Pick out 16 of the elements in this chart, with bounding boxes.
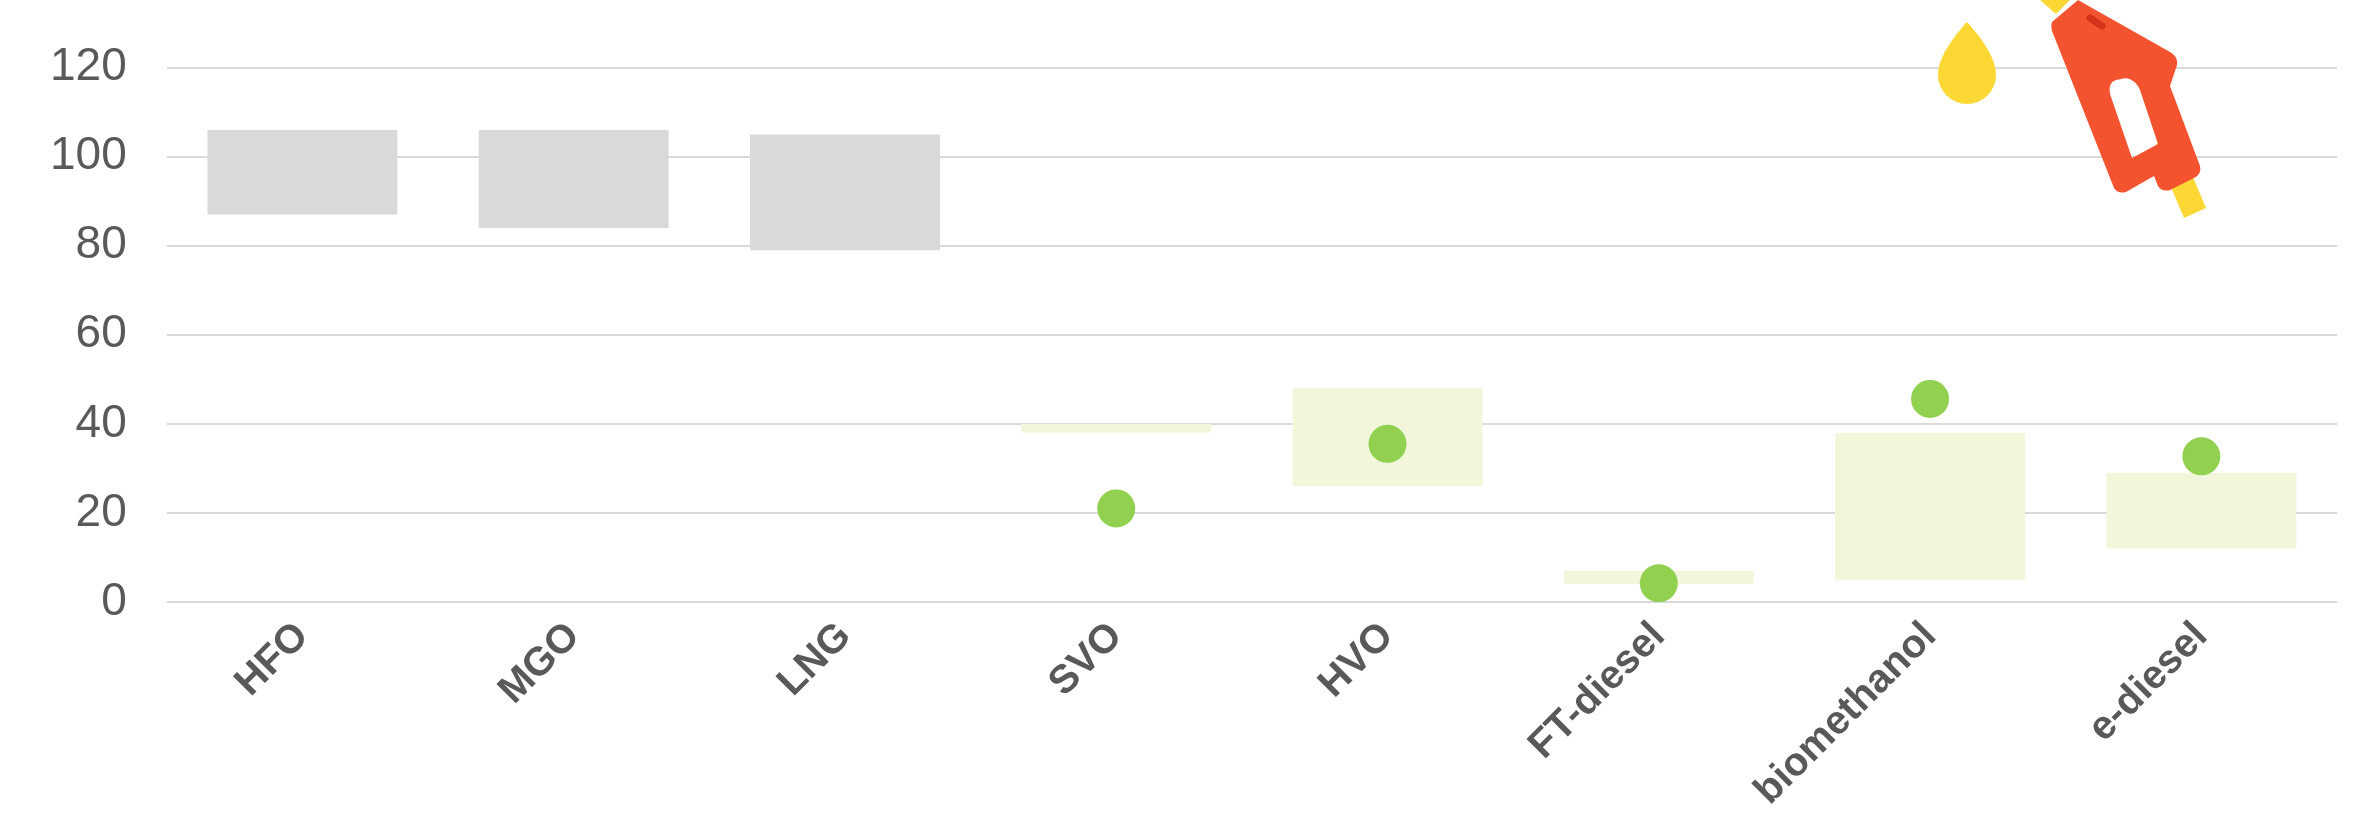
- bar: [1021, 423, 1212, 433]
- point: [2182, 437, 2221, 476]
- point: [1911, 379, 1950, 418]
- y-tick-label: 60: [75, 305, 127, 358]
- y-tick-label: 40: [75, 394, 127, 447]
- y-tick-label: 100: [50, 127, 127, 180]
- y-tick-label: 20: [75, 483, 127, 536]
- y-tick-label: 0: [101, 572, 127, 625]
- bar: [2106, 472, 2297, 549]
- point: [1639, 564, 1678, 602]
- bar: [1835, 432, 2026, 580]
- bar: [1292, 388, 1483, 487]
- point: [1097, 489, 1136, 528]
- point: [1368, 424, 1407, 463]
- y-tick-label: 120: [50, 38, 127, 91]
- y-tick-label: 80: [75, 216, 127, 269]
